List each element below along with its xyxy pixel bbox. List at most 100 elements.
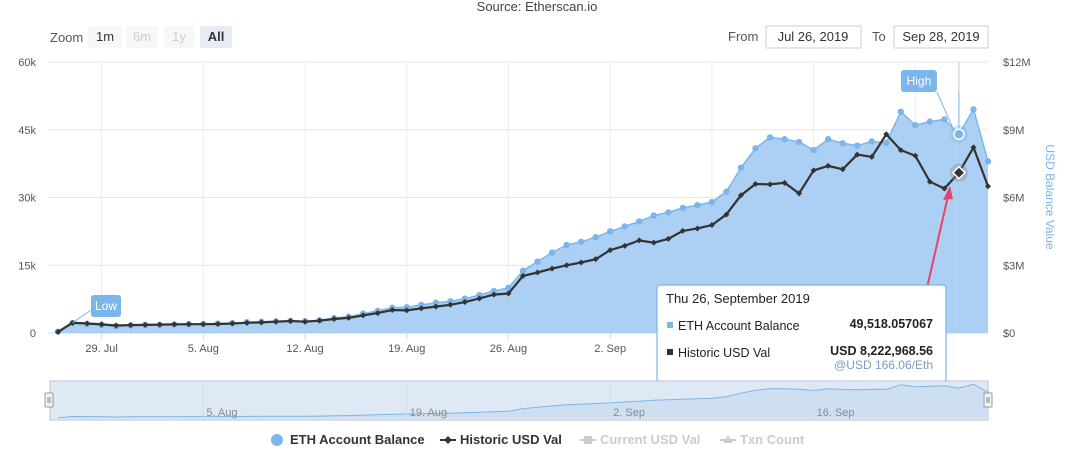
usd-point	[447, 301, 454, 308]
balance-point	[461, 295, 469, 302]
usd-line-series	[55, 125, 991, 335]
low-flag-pointer	[72, 309, 92, 324]
usd-point	[563, 262, 570, 269]
legend-symbol-triangle	[723, 435, 733, 443]
x-tick-label: 29. Jul	[85, 343, 117, 355]
usd-point	[912, 152, 919, 159]
from-date-input[interactable]: Jul 26, 2019	[765, 25, 862, 49]
usd-point	[665, 235, 672, 242]
y-axis-right-title: USD Balance Value	[1043, 144, 1057, 249]
x-tick-label: 5. Aug	[188, 343, 219, 355]
usd-point	[374, 310, 381, 317]
zoom-button-label: 1y	[172, 29, 186, 44]
legend-item-txn-count[interactable]: Txn Count	[720, 432, 805, 447]
y-right-tick-label: $3M	[1003, 260, 1024, 272]
usd-point	[331, 315, 338, 322]
y-axis-right: $0 $3M $6M $9M $12M	[1003, 57, 1031, 340]
usd-point	[243, 319, 250, 326]
usd-point	[389, 306, 396, 313]
balance-point	[810, 146, 817, 154]
balance-point	[447, 298, 454, 305]
to-label: To	[872, 29, 886, 44]
zoom-button-6m[interactable]: 6m	[126, 26, 158, 48]
usd-point	[142, 321, 149, 328]
x-tick-label: 12. Aug	[286, 343, 323, 355]
usd-point	[926, 178, 933, 185]
zoom-buttons: 1m 6m 1y All	[88, 26, 232, 48]
y-right-tick-label: $9M	[1003, 125, 1024, 137]
x-tick-label: 2. Sep	[594, 343, 626, 355]
to-date-value: Sep 28, 2019	[902, 29, 979, 44]
y-right-tick-label: $0	[1003, 328, 1015, 340]
legend-item-historic-usd-val[interactable]: Historic USD Val	[440, 432, 562, 447]
zoom-button-bg	[88, 26, 122, 48]
navigator[interactable]: 5. Aug 19. Aug 2. Sep 16. Sep	[44, 380, 993, 421]
y-left-tick-label: 45k	[18, 125, 36, 137]
usd-point	[854, 151, 861, 158]
to-date-input[interactable]: Sep 28, 2019	[893, 25, 989, 49]
y-right-tick-label: $12M	[1003, 57, 1031, 69]
balance-point	[854, 142, 861, 149]
zoom-button-bg	[126, 26, 158, 48]
usd-point	[578, 259, 585, 266]
arrow-head	[943, 186, 953, 200]
from-label: From	[728, 29, 758, 44]
balance-point	[505, 284, 512, 292]
usd-point	[621, 242, 628, 249]
usd-point	[737, 192, 744, 199]
balance-hover-point	[953, 128, 965, 141]
navigator-handle-right[interactable]	[983, 392, 993, 408]
zoom-button-1y[interactable]: 1y	[164, 26, 194, 48]
x-tick-label: 26. Aug	[490, 343, 527, 355]
high-flag	[900, 70, 937, 92]
balance-point	[418, 301, 425, 309]
legend-item-eth-account-balance[interactable]: ETH Account Balance	[271, 432, 425, 447]
balance-point	[563, 241, 570, 249]
zoom-button-1m[interactable]: 1m	[88, 26, 122, 48]
y-right-tick-label: $6M	[1003, 193, 1024, 205]
y-left-tick-label: 60k	[18, 57, 36, 69]
usd-point	[970, 144, 977, 151]
balance-point	[679, 204, 687, 212]
usd-point	[360, 312, 367, 319]
usd-point	[752, 180, 759, 187]
usd-point	[185, 321, 192, 328]
usd-point	[200, 321, 207, 328]
balance-point	[534, 258, 541, 265]
y-left-tick-label: 30k	[18, 193, 36, 205]
usd-point	[607, 247, 614, 254]
balance-point	[970, 106, 977, 113]
navigator-series	[57, 383, 989, 419]
usd-point	[897, 147, 904, 154]
usd-point	[403, 307, 410, 314]
balance-point	[708, 198, 716, 206]
zoom-button-label: 1m	[96, 29, 114, 44]
balance-point	[839, 140, 846, 147]
tooltip-usd-value: USD 8,222,968.56	[830, 344, 933, 358]
usd-point	[98, 321, 105, 328]
high-flag-pointer	[936, 91, 954, 129]
tooltip-balance-value: 49,518.057067	[850, 317, 933, 331]
zoom-button-All[interactable]: All	[200, 26, 232, 48]
annotation-arrow	[926, 186, 953, 289]
navigator-tick-label: 19. Aug	[410, 407, 447, 419]
balance-point	[781, 136, 788, 143]
usd-point	[549, 265, 556, 272]
y-left-tick-label: 15k	[18, 260, 36, 272]
usd-point	[258, 319, 265, 326]
navigator-tick-label: 16. Sep	[817, 407, 855, 419]
zoom-button-bg	[164, 26, 194, 48]
usd-point	[650, 239, 657, 246]
usd-hover-point	[951, 165, 966, 180]
navigator-handle-left[interactable]	[44, 392, 54, 408]
low-flag-label: Low	[95, 299, 117, 313]
legend-label: Historic USD Val	[460, 432, 562, 447]
navigator-tick-label: 5. Aug	[206, 407, 237, 419]
zoom-button-bg	[200, 26, 232, 48]
legend-symbol-circle	[271, 434, 283, 446]
usd-point	[287, 318, 294, 325]
legend-label: ETH Account Balance	[290, 432, 425, 447]
legend-item-current-usd-val[interactable]: Current USD Val	[580, 432, 700, 447]
tooltip-balance-label: ETH Account Balance	[678, 319, 800, 333]
